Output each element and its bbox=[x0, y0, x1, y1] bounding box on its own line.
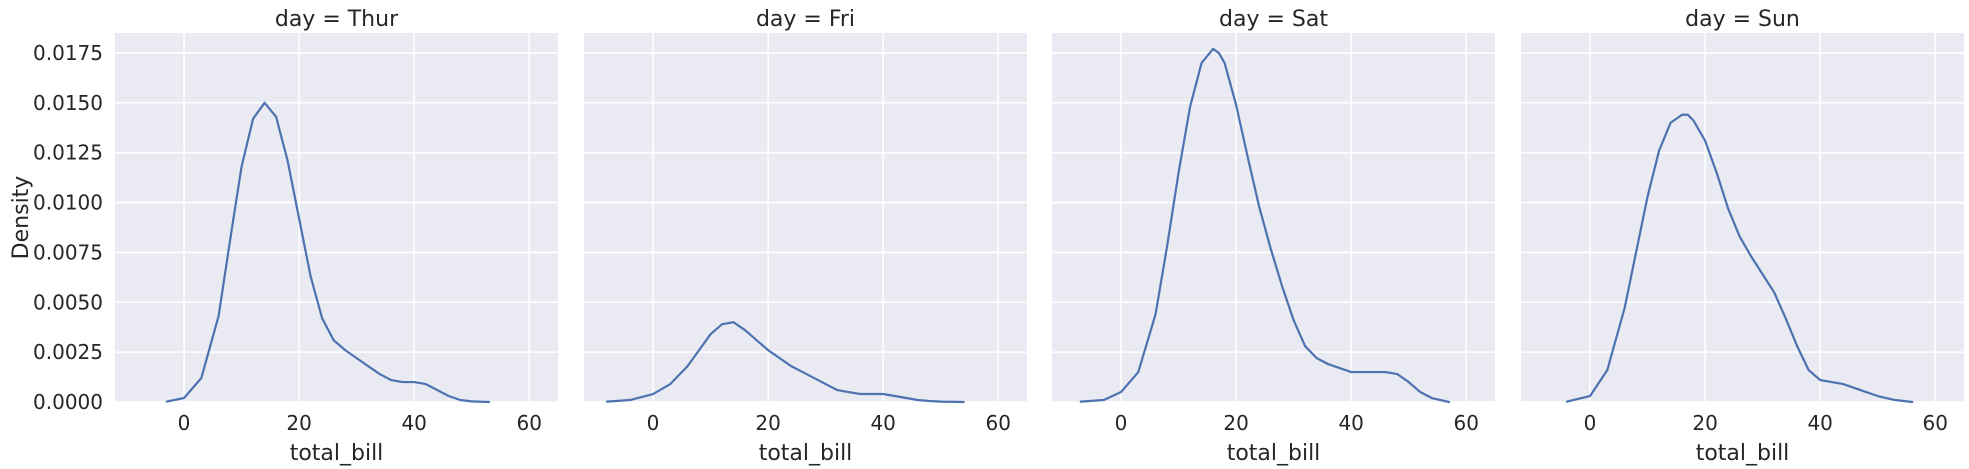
y-tick-label: 0.0025 bbox=[33, 340, 103, 364]
plot-area bbox=[584, 33, 1027, 402]
facet-panel-4: 0 20 40 60 total_bill day = Sun bbox=[1521, 7, 1964, 466]
x-axis-label: total_bill bbox=[290, 441, 384, 466]
y-tick-label: 0.0100 bbox=[33, 191, 103, 215]
x-tick-label: 20 bbox=[1223, 411, 1248, 435]
plot-area bbox=[1521, 33, 1964, 402]
y-tick-label: 0.0075 bbox=[33, 240, 103, 264]
x-tick-label: 40 bbox=[1338, 411, 1363, 435]
y-axis-label: Density bbox=[9, 176, 34, 260]
x-tick-label: 40 bbox=[401, 411, 426, 435]
kde-line bbox=[1565, 113, 1914, 404]
plot-area bbox=[115, 33, 558, 402]
kde-line bbox=[1079, 47, 1451, 404]
facet-panel-2: 0 20 40 60 total_bill day = Fri bbox=[584, 7, 1027, 466]
facet-panel-3: 0 20 40 60 total_bill day = Sat bbox=[1052, 7, 1495, 466]
x-tick-label: 0 bbox=[1584, 411, 1597, 435]
x-tick-label: 60 bbox=[986, 411, 1011, 435]
x-tick-label: 0 bbox=[1115, 411, 1128, 435]
y-tick-label: 0.0000 bbox=[33, 390, 103, 414]
x-axis-label: total_bill bbox=[1696, 441, 1790, 466]
y-tick-label: 0.0050 bbox=[33, 290, 103, 314]
panel-title: day = Sat bbox=[1219, 7, 1328, 32]
kde-line bbox=[165, 101, 491, 404]
x-axis-label: total_bill bbox=[759, 441, 853, 466]
panel-title: day = Sun bbox=[1685, 7, 1800, 32]
x-tick-label: 0 bbox=[178, 411, 191, 435]
x-tick-label: 60 bbox=[1923, 411, 1948, 435]
y-tick-label: 0.0125 bbox=[33, 141, 103, 165]
x-tick-label: 20 bbox=[286, 411, 311, 435]
plot-area bbox=[1052, 33, 1495, 402]
x-tick-label: 0 bbox=[647, 411, 660, 435]
x-axis-label: total_bill bbox=[1227, 441, 1321, 466]
facet-panel-1: 0 20 40 60 total_bill day = Thur 0.0000 0.0025 0… bbox=[9, 7, 558, 466]
y-tick-label: 0.0175 bbox=[33, 41, 103, 65]
x-tick-label: 60 bbox=[1454, 411, 1479, 435]
x-tick-label: 40 bbox=[870, 411, 895, 435]
x-tick-label: 60 bbox=[517, 411, 542, 435]
x-tick-label: 20 bbox=[1692, 411, 1717, 435]
panel-title: day = Thur bbox=[275, 7, 399, 32]
kde-line bbox=[605, 321, 965, 404]
x-tick-label: 40 bbox=[1807, 411, 1832, 435]
panel-title: day = Fri bbox=[756, 7, 855, 32]
x-tick-label: 20 bbox=[755, 411, 780, 435]
y-tick-label: 0.0150 bbox=[33, 91, 103, 115]
